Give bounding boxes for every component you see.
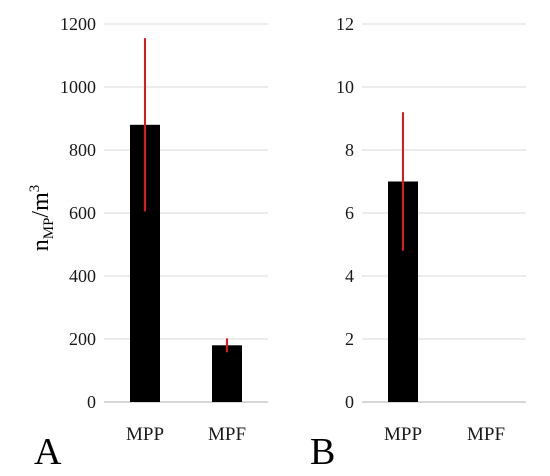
- bar: [212, 345, 242, 402]
- y-tick-label: 600: [69, 203, 96, 223]
- y-tick-label: 0: [345, 392, 354, 412]
- y-axis-label: nMP/m3: [27, 185, 57, 252]
- y-tick-label: 8: [345, 140, 354, 160]
- x-category-label: MPF: [208, 424, 246, 445]
- x-category-label: MPP: [126, 424, 164, 445]
- y-tick-label: 12: [336, 14, 354, 34]
- y-tick-label: 1000: [60, 77, 96, 97]
- y-tick-label: 2: [345, 329, 354, 349]
- panel-label: B: [310, 431, 335, 473]
- y-tick-label: 800: [69, 140, 96, 160]
- x-category-label: MPF: [467, 424, 505, 445]
- y-tick-label: 1200: [60, 14, 96, 34]
- y-tick-label: 4: [345, 266, 354, 286]
- x-category-label: MPP: [384, 424, 422, 445]
- chart-panel-b: 0 2 4 6 8 10 12 MPP MPF B: [310, 14, 526, 473]
- y-tick-label: 10: [336, 77, 354, 97]
- panel-label: A: [34, 431, 62, 473]
- y-tick-label: 200: [69, 329, 96, 349]
- y-tick-label: 400: [69, 266, 96, 286]
- y-tick-label: 6: [345, 203, 354, 223]
- y-tick-label: 0: [87, 392, 96, 412]
- chart-panel-a: 0 200 400 600 800 1000 1200 MPP MPF A: [34, 14, 268, 473]
